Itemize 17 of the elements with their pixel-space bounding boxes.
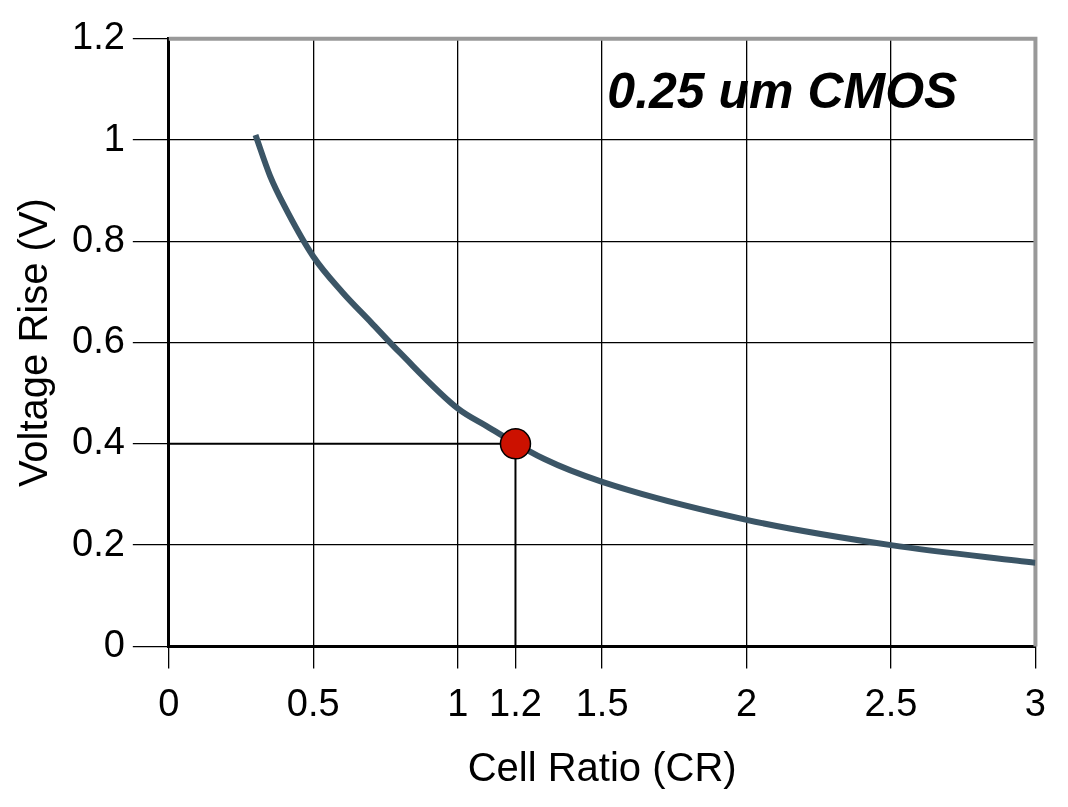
x-tick-label: 0 xyxy=(158,681,180,724)
x-tick-label: 0.5 xyxy=(286,681,340,724)
y-axis-title: Voltage Rise (V) xyxy=(11,198,56,488)
y-tick-label: 0 xyxy=(103,622,125,665)
x-tick-label: 2 xyxy=(735,681,758,724)
x-tick-label: 2.5 xyxy=(864,681,918,724)
x-tick-label: 1.2 xyxy=(489,681,542,724)
y-tick-label: 1.2 xyxy=(72,15,125,58)
y-tick-label: 0.8 xyxy=(72,217,125,260)
y-tick-label: 0.4 xyxy=(72,420,125,463)
y-tick-label: 0.2 xyxy=(72,521,125,564)
x-axis-title: Cell Ratio (CR) xyxy=(467,745,737,790)
y-tick-label: 0.6 xyxy=(72,319,125,362)
y-tick-label: 1 xyxy=(103,116,125,159)
x-tick-label: 1 xyxy=(447,681,469,724)
x-tick-label: 1.5 xyxy=(575,681,629,724)
x-tick-label: 3 xyxy=(1024,681,1046,724)
